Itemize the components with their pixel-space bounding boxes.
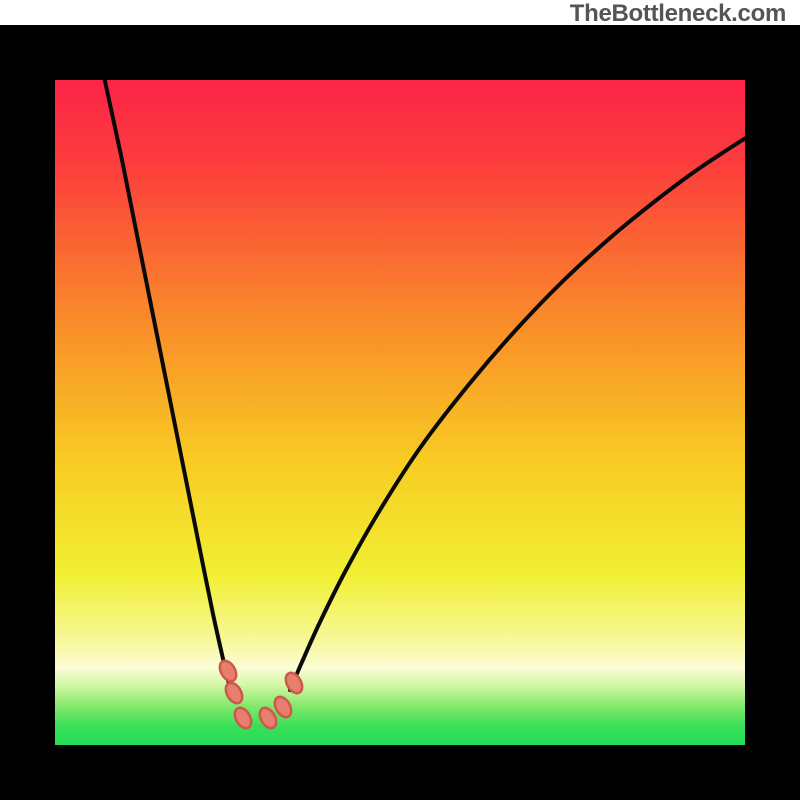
chart-svg xyxy=(0,0,800,800)
watermark-text: TheBottleneck.com xyxy=(570,0,786,28)
gradient-plot-area xyxy=(28,30,773,775)
chart-stage: TheBottleneck.com xyxy=(0,0,800,800)
